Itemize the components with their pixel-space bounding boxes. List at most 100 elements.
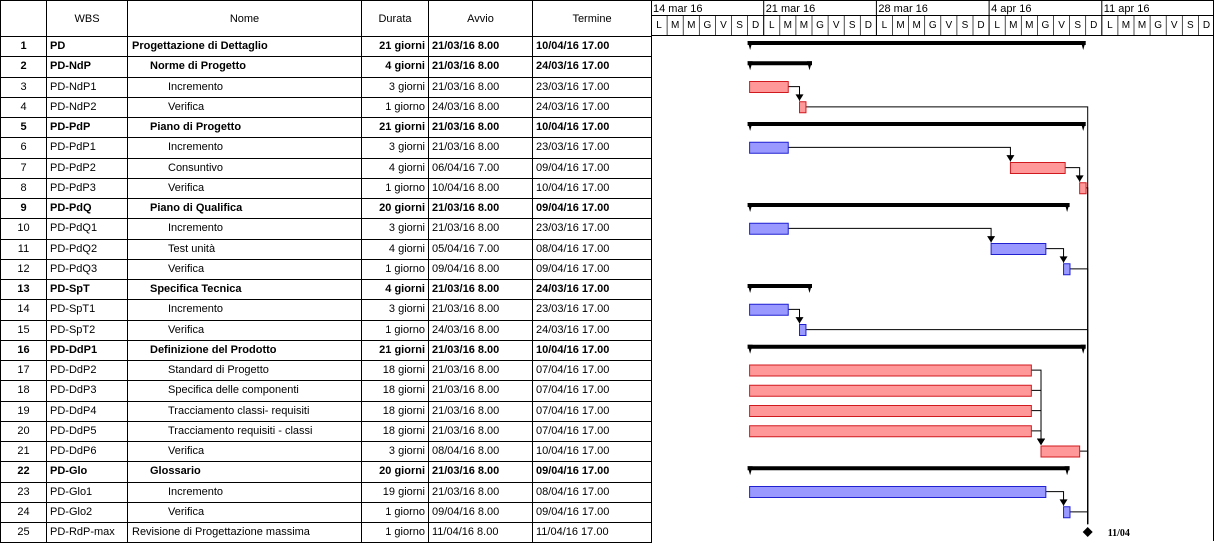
task-name[interactable]: Incremento [127, 481, 362, 503]
task-wbs[interactable]: PD-PdQ2 [46, 238, 128, 260]
task-end[interactable]: 09/04/16 17.00 [532, 157, 652, 179]
task-wbs[interactable]: PD-DdP6 [46, 440, 128, 463]
table-row[interactable]: 23 PD-Glo1 Incremento 19 giorni 21/03/16 8.0… [0, 481, 652, 503]
task-name[interactable]: Incremento [127, 218, 362, 240]
task-wbs[interactable]: PD-Glo1 [46, 481, 128, 503]
task-number[interactable]: 12 [0, 258, 47, 281]
task-wbs[interactable]: PD-SpT1 [46, 299, 128, 321]
task-duration[interactable]: 19 giorni [361, 481, 429, 503]
task-start[interactable]: 11/04/16 8.00 [428, 521, 533, 543]
task-wbs[interactable]: PD-PdP2 [46, 157, 128, 179]
task-start[interactable]: 21/03/16 8.00 [428, 116, 533, 139]
task-wbs[interactable]: PD-DdP2 [46, 359, 128, 382]
table-row[interactable]: 15 PD-SpT2 Verifica 1 giorno 24/03/16 8.00 24… [0, 319, 652, 341]
task-end[interactable]: 09/04/16 17.00 [532, 197, 652, 220]
task-duration[interactable]: 1 giorno [361, 521, 429, 543]
task-end[interactable]: 08/04/16 17.00 [532, 238, 652, 260]
task-number[interactable]: 24 [0, 501, 47, 524]
task-number[interactable]: 7 [0, 157, 47, 179]
task-duration[interactable]: 4 giorni [361, 56, 429, 78]
table-row[interactable]: 4 PD-NdP2 Verifica 1 giorno 24/03/16 8.00 24/… [0, 96, 652, 119]
task-wbs[interactable]: PD-SpT2 [46, 319, 128, 341]
task-duration[interactable]: 1 giorno [361, 177, 429, 200]
task-name[interactable]: Piano di Progetto [127, 116, 362, 139]
table-row[interactable]: 25 PD-RdP-max Revisione di Progettazione m… [0, 521, 652, 543]
task-number[interactable]: 1 [0, 35, 47, 58]
task-end[interactable]: 10/04/16 17.00 [532, 35, 652, 58]
task-end[interactable]: 09/04/16 17.00 [532, 461, 652, 483]
task-number[interactable]: 19 [0, 400, 47, 422]
task-name[interactable]: Revisione di Progettazione massima [127, 521, 362, 543]
task-number[interactable]: 17 [0, 359, 47, 382]
task-wbs[interactable]: PD-DdP1 [46, 339, 128, 362]
table-row[interactable]: 24 PD-Glo2 Verifica 1 giorno 09/04/16 8.00 09… [0, 501, 652, 524]
task-start[interactable]: 21/03/16 8.00 [428, 380, 533, 402]
task-start[interactable]: 21/03/16 8.00 [428, 278, 533, 301]
task-wbs[interactable]: PD-NdP1 [46, 76, 128, 98]
task-start[interactable]: 21/03/16 8.00 [428, 137, 533, 159]
task-name[interactable]: Piano di Qualifica [127, 197, 362, 220]
task-end[interactable]: 10/04/16 17.00 [532, 177, 652, 200]
task-wbs[interactable]: PD [46, 35, 128, 58]
table-row[interactable]: 6 PD-PdP1 Incremento 3 giorni 21/03/16 8.00 2… [0, 137, 652, 159]
task-wbs[interactable]: PD-PdQ1 [46, 218, 128, 240]
table-row[interactable]: 5 PD-PdP Piano di Progetto 21 giorni 21/03/1… [0, 116, 652, 139]
task-wbs[interactable]: PD-NdP [46, 56, 128, 78]
task-name[interactable]: Verifica [127, 319, 362, 341]
task-name[interactable]: Norme di Progetto [127, 56, 362, 78]
task-start[interactable]: 08/04/16 8.00 [428, 440, 533, 463]
task-number[interactable]: 11 [0, 238, 47, 260]
task-end[interactable]: 11/04/16 17.00 [532, 521, 652, 543]
table-row[interactable]: 2 PD-NdP Norme di Progetto 4 giorni 21/03/16… [0, 56, 652, 78]
col-header-start[interactable]: Avvio [428, 0, 533, 37]
task-end[interactable]: 23/03/16 17.00 [532, 218, 652, 240]
task-duration[interactable]: 1 giorno [361, 258, 429, 281]
task-name[interactable]: Tracciamento requisiti - classi [127, 420, 362, 443]
task-end[interactable]: 24/03/16 17.00 [532, 319, 652, 341]
table-row[interactable]: 17 PD-DdP2 Standard di Progetto 18 giorni 21… [0, 359, 652, 382]
task-wbs[interactable]: PD-NdP2 [46, 96, 128, 119]
task-start[interactable]: 06/04/16 7.00 [428, 157, 533, 179]
task-wbs[interactable]: PD-RdP-max [46, 521, 128, 543]
table-row[interactable]: 9 PD-PdQ Piano di Qualifica 20 giorni 21/03/… [0, 197, 652, 220]
table-row[interactable]: 8 PD-PdP3 Verifica 1 giorno 10/04/16 8.00 10/… [0, 177, 652, 200]
col-header-name[interactable]: Nome [127, 0, 362, 37]
task-end[interactable]: 24/03/16 17.00 [532, 96, 652, 119]
task-name[interactable]: Specifica delle componenti [127, 380, 362, 402]
task-name[interactable]: Verifica [127, 501, 362, 524]
col-header-wbs[interactable]: WBS [46, 0, 128, 37]
task-duration[interactable]: 18 giorni [361, 400, 429, 422]
table-row[interactable]: 10 PD-PdQ1 Incremento 3 giorni 21/03/16 8.00… [0, 218, 652, 240]
task-name[interactable]: Tracciamento classi- requisiti [127, 400, 362, 422]
task-duration[interactable]: 1 giorno [361, 501, 429, 524]
task-duration[interactable]: 20 giorni [361, 197, 429, 220]
task-wbs[interactable]: PD-PdP3 [46, 177, 128, 200]
task-duration[interactable]: 20 giorni [361, 461, 429, 483]
task-start[interactable]: 24/03/16 8.00 [428, 96, 533, 119]
task-number[interactable]: 23 [0, 481, 47, 503]
task-start[interactable]: 21/03/16 8.00 [428, 218, 533, 240]
task-end[interactable]: 10/04/16 17.00 [532, 116, 652, 139]
table-row[interactable]: 18 PD-DdP3 Specifica delle componenti 18 gi… [0, 380, 652, 402]
table-row[interactable]: 12 PD-PdQ3 Verifica 1 giorno 09/04/16 8.00 09… [0, 258, 652, 281]
task-end[interactable]: 24/03/16 17.00 [532, 278, 652, 301]
task-duration[interactable]: 4 giorni [361, 157, 429, 179]
task-name[interactable]: Verifica [127, 177, 362, 200]
task-number[interactable]: 10 [0, 218, 47, 240]
task-name[interactable]: Verifica [127, 96, 362, 119]
task-start[interactable]: 21/03/16 8.00 [428, 56, 533, 78]
table-row[interactable]: 7 PD-PdP2 Consuntivo 4 giorni 06/04/16 7.00 0… [0, 157, 652, 179]
table-row[interactable]: 20 PD-DdP5 Tracciamento requisiti - classi… [0, 420, 652, 443]
task-name[interactable]: Incremento [127, 137, 362, 159]
table-row[interactable]: 21 PD-DdP6 Verifica 3 giorni 08/04/16 8.00 10… [0, 440, 652, 463]
task-wbs[interactable]: PD-PdQ3 [46, 258, 128, 281]
task-wbs[interactable]: PD-SpT [46, 278, 128, 301]
task-duration[interactable]: 3 giorni [361, 299, 429, 321]
task-duration[interactable]: 3 giorni [361, 137, 429, 159]
task-wbs[interactable]: PD-Glo2 [46, 501, 128, 524]
task-name[interactable]: Incremento [127, 76, 362, 98]
task-number[interactable]: 4 [0, 96, 47, 119]
task-start[interactable]: 21/03/16 8.00 [428, 359, 533, 382]
task-start[interactable]: 21/03/16 8.00 [428, 339, 533, 362]
task-start[interactable]: 21/03/16 8.00 [428, 76, 533, 98]
